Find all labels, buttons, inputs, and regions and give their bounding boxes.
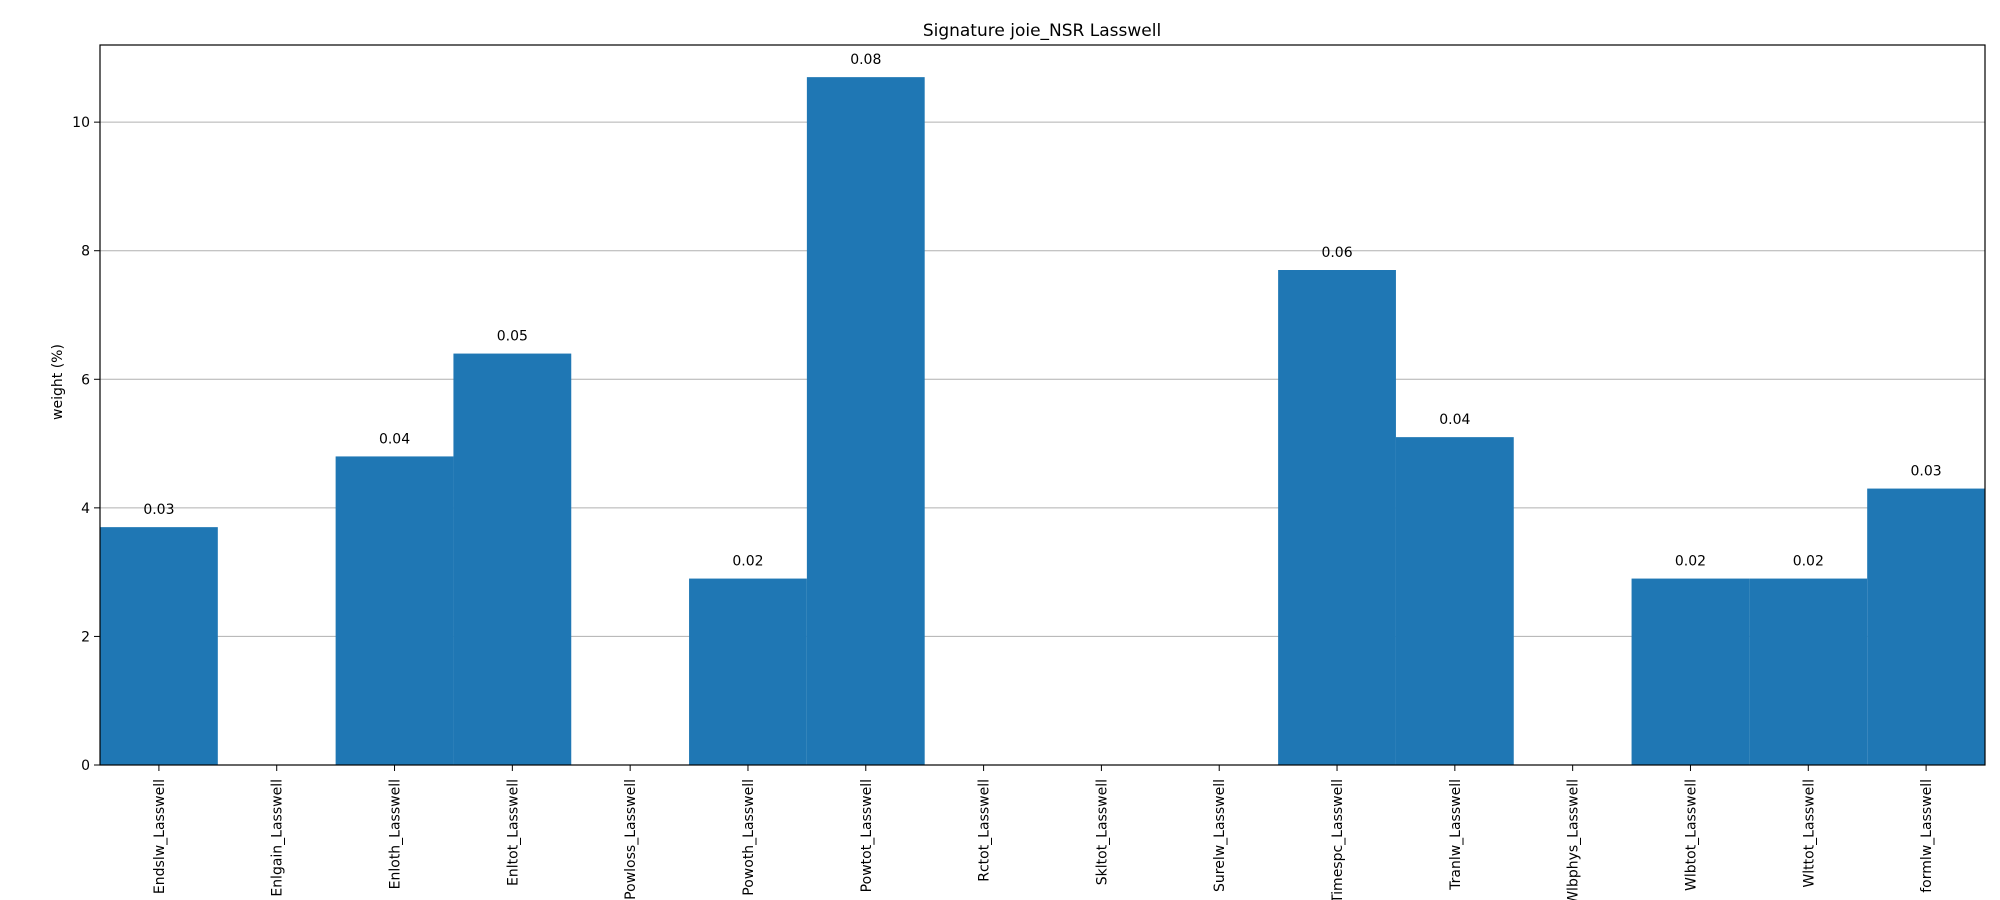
- bar: [689, 578, 807, 765]
- x-tick-label: Enloth_Lasswell: [388, 779, 404, 889]
- x-tick-label: Skltot_Lasswell: [1094, 779, 1110, 885]
- y-tick-label: 10: [72, 115, 90, 131]
- bar-data-label: 0.03: [143, 502, 174, 518]
- y-tick-label: 8: [81, 244, 90, 260]
- x-tick-label: Powoth_Lasswell: [741, 779, 757, 896]
- bars: [100, 77, 1985, 765]
- bar: [1278, 270, 1396, 765]
- bar: [1395, 437, 1514, 765]
- x-tick-label: Timespc_Lasswell: [1330, 779, 1346, 900]
- bar: [453, 353, 572, 765]
- bar: [1749, 578, 1868, 765]
- y-tick-label: 0: [81, 758, 90, 774]
- x-tick-label: Surelw_Lasswell: [1212, 779, 1228, 892]
- bar-data-label: 0.04: [379, 431, 410, 447]
- y-tick-label: 4: [81, 501, 90, 517]
- plot-frame: [99, 44, 1986, 766]
- x-axis-ticks: Endslw_Lasswell Enlgain_Lasswell Enloth_La…: [152, 765, 1935, 900]
- y-tick-label: 2: [81, 629, 90, 645]
- bar-data-label: 0.02: [732, 554, 763, 570]
- bar-data-label: 0.06: [1321, 245, 1352, 261]
- bar-data-label: 0.02: [1793, 554, 1824, 570]
- y-axis-label: weight (%): [50, 344, 66, 420]
- x-tick-label: Wlbtot_Lasswell: [1683, 779, 1699, 891]
- x-tick-label: Wlbphys_Lasswell: [1566, 779, 1582, 900]
- bar-data-label: 0.02: [1675, 554, 1706, 570]
- data-labels: 0.03 0.04 0.05 0.02 0.08 0.06 0.04 0.02 0.02 0.03: [143, 52, 1941, 569]
- x-tick-label: formlw_Lasswell: [1919, 779, 1935, 893]
- bar: [1631, 578, 1750, 765]
- x-tick-label: Wlttot_Lasswell: [1801, 779, 1817, 888]
- bar-data-label: 0.03: [1911, 464, 1942, 480]
- bar: [806, 77, 925, 765]
- x-tick-label: Endslw_Lasswell: [152, 779, 168, 894]
- y-tick-label: 6: [81, 372, 90, 388]
- x-tick-label: Tranlw_Lasswell: [1448, 779, 1464, 891]
- bar-data-label: 0.04: [1439, 412, 1470, 428]
- bar: [100, 527, 218, 765]
- chart-title: Signature joie_NSR Lasswell: [923, 21, 1161, 41]
- x-tick-label: Rctot_Lasswell: [977, 779, 993, 882]
- x-tick-label: Enltot_Lasswell: [505, 779, 521, 886]
- x-tick-label: Powloss_Lasswell: [623, 779, 639, 900]
- x-tick-label: Powtot_Lasswell: [859, 779, 875, 892]
- y-axis-ticks: 0 2 4 6 8 10: [72, 115, 100, 774]
- bar: [1867, 488, 1985, 765]
- bar-data-label: 0.08: [850, 52, 881, 68]
- bar-data-label: 0.05: [497, 329, 528, 345]
- x-tick-label: Enlgain_Lasswell: [270, 779, 286, 897]
- bar: [335, 456, 454, 765]
